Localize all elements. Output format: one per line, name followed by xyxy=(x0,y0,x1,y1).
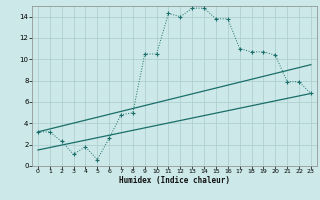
X-axis label: Humidex (Indice chaleur): Humidex (Indice chaleur) xyxy=(119,176,230,185)
